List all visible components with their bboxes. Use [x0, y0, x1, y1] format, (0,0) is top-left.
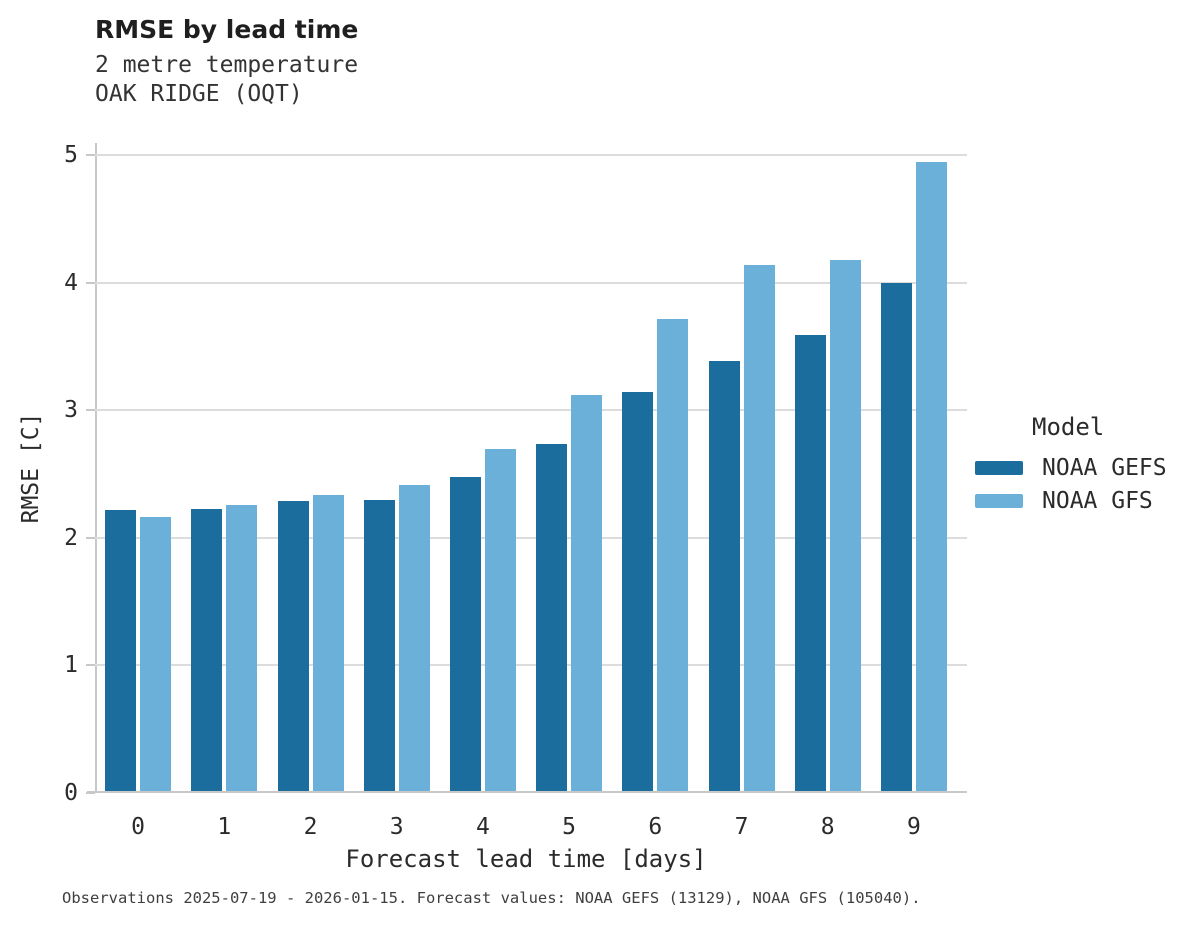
y-tick-mark-2 [86, 536, 95, 539]
bar-noaa-gfs-lead-0 [140, 516, 172, 791]
bar-noaa-gfs-lead-1 [226, 505, 258, 791]
legend-item-label: NOAA GFS [1042, 487, 1153, 514]
y-tick-mark-5 [86, 154, 95, 156]
x-tick-label-2: 2 [303, 814, 318, 840]
legend-item-label: NOAA GEFS [1042, 454, 1167, 481]
y-axis-spine [95, 143, 97, 793]
bar-noaa-gefs-lead-2 [277, 501, 309, 791]
x-tick-label-3: 3 [389, 814, 404, 840]
x-tick-label-5: 5 [562, 814, 577, 840]
bar-noaa-gefs-lead-6 [622, 391, 654, 791]
y-tick-label-4: 4 [64, 269, 78, 296]
bar-noaa-gefs-lead-9 [880, 283, 912, 791]
bar-noaa-gefs-lead-7 [708, 361, 740, 791]
y-tick-mark-0 [86, 792, 95, 794]
legend-items: NOAA GEFS NOAA GFS [975, 451, 1190, 517]
y-tick-label-2: 2 [64, 524, 78, 551]
bar-noaa-gfs-lead-9 [915, 161, 947, 791]
x-tick-label-1: 1 [217, 814, 232, 840]
bar-noaa-gefs-lead-5 [536, 443, 568, 791]
legend-item-noaa-gfs: NOAA GFS [975, 484, 1190, 517]
legend: Model NOAA GEFS NOAA GFS [975, 413, 1190, 517]
bar-noaa-gefs-lead-3 [363, 500, 395, 791]
bar-noaa-gfs-lead-6 [657, 318, 689, 791]
y-tick-label-3: 3 [64, 397, 78, 424]
x-tick-label-0: 0 [131, 814, 146, 840]
bar-noaa-gefs-lead-1 [191, 509, 223, 791]
x-axis-spine [87, 791, 967, 793]
x-tick-label-4: 4 [475, 814, 490, 840]
gridline-y-2 [95, 536, 967, 539]
bar-noaa-gefs-lead-4 [449, 477, 481, 791]
y-tick-label-5: 5 [64, 142, 78, 168]
gridline-y-1 [95, 664, 967, 667]
y-tick-label-0: 0 [64, 780, 78, 806]
legend-title: Model [1032, 413, 1105, 441]
bar-noaa-gfs-lead-2 [312, 494, 344, 791]
y-tick-mark-4 [86, 281, 95, 284]
gridline-y-4 [95, 281, 967, 284]
legend-swatch-icon [975, 493, 1023, 508]
y-axis-title: RMSE [C] [18, 412, 44, 524]
x-tick-label-6: 6 [648, 814, 663, 840]
bar-noaa-gfs-lead-8 [829, 260, 861, 791]
gridline-y-3 [95, 409, 967, 412]
y-tick-mark-1 [86, 664, 95, 667]
x-tick-label-9: 9 [906, 814, 921, 840]
chart-subtitle-line2: OAK RIDGE (OQT) [95, 81, 303, 107]
footer-caption: Observations 2025-07-19 - 2026-01-15. Fo… [62, 889, 921, 907]
chart-subtitle-line1: 2 metre temperature [95, 52, 359, 78]
bar-noaa-gefs-lead-8 [794, 335, 826, 791]
x-tick-label-7: 7 [734, 814, 749, 840]
y-tick-label-1: 1 [64, 652, 78, 679]
bar-noaa-gfs-lead-3 [398, 484, 430, 791]
chart-title: RMSE by lead time [95, 15, 359, 44]
legend-swatch-icon [975, 460, 1023, 475]
bar-noaa-gfs-lead-4 [484, 449, 516, 791]
legend-item-noaa-gefs: NOAA GEFS [975, 451, 1190, 484]
y-tick-mark-3 [86, 409, 95, 412]
plot-area [95, 143, 967, 793]
gridline-y-5 [95, 154, 967, 156]
x-tick-label-8: 8 [820, 814, 835, 840]
bar-noaa-gfs-lead-5 [571, 395, 603, 791]
bar-noaa-gefs-lead-0 [105, 510, 137, 791]
x-axis-title: Forecast lead time [days] [345, 845, 707, 873]
bar-noaa-gfs-lead-7 [743, 265, 775, 791]
